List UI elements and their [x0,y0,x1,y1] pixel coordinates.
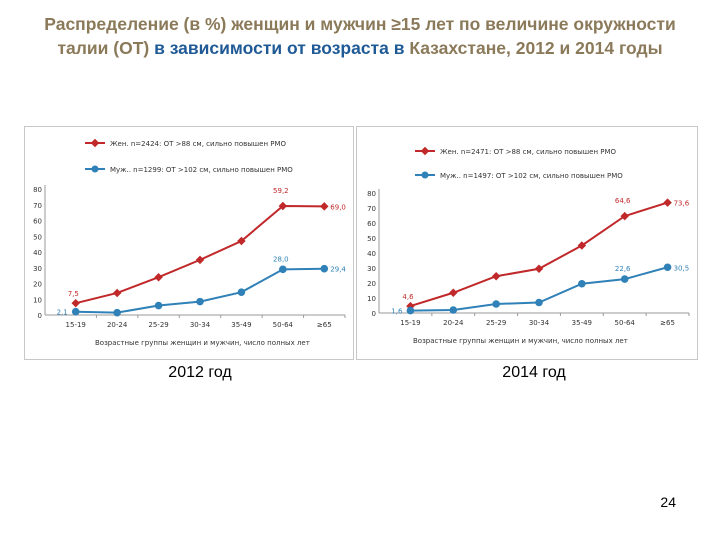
data-point [154,301,163,310]
y-tick-label: 70 [367,205,376,213]
x-tick-label: 20-24 [443,319,464,327]
data-point [320,264,329,273]
data-point [406,306,415,315]
data-label: 7,5 [68,290,79,298]
data-label: 69,0 [330,203,346,211]
y-tick-label: 0 [372,310,376,318]
chart-panel-2014: 0 10 20 30 40 50 60 70 80 15-19 20-24 25-29 30-34 35-… [356,126,698,360]
data-point [113,308,121,317]
y-tick-label: 40 [33,249,42,257]
data-point [449,288,458,297]
data-point [278,201,288,211]
legend-label: Жен. n=2424: ОТ >88 см, сильно повышен Р… [110,140,287,148]
title-text-highlight: в зависимости от возраста в [154,38,405,58]
data-point [578,279,586,288]
y-tick-label: 20 [33,281,42,289]
data-point [620,275,629,283]
legend-marker [91,165,99,173]
y-tick-label: 60 [367,220,376,228]
data-label: 73,6 [674,200,690,208]
series-line [75,267,325,314]
data-label: 59,2 [273,187,289,195]
x-tick-label: 35-49 [572,319,592,327]
title-text-1: Распределение (в %) женщин и мужчин ≥15 … [44,14,676,58]
chart-2012: 0 10 20 30 40 50 60 70 80 15-19 20-24 25-29 30-34 35-… [33,138,346,347]
data-point [154,272,163,282]
x-tick-label: 30-34 [190,321,211,329]
legend-marker [421,171,429,179]
y-tick-label: 60 [33,218,42,226]
data-label: 29,4 [330,266,346,274]
legend-label: Муж.. n=1299: ОТ >102 см, сильно повышен… [110,166,293,174]
x-tick-label: 25-29 [486,319,506,327]
data-point [534,264,544,273]
x-axis-label: Возрастные группы женщин и мужчин, число… [95,339,310,347]
x-tick-label: 50-64 [615,319,636,327]
x-tick-label: ≥65 [660,319,675,327]
legend-marker [420,146,430,156]
data-point [195,255,205,265]
y-tick-label: 30 [367,265,376,273]
data-point [535,298,543,307]
x-tick-label: 20-24 [107,321,128,329]
page-number: 24 [660,494,676,510]
data-label: 2,1 [57,309,68,317]
slide-title: Распределение (в %) женщин и мужчин ≥15 … [20,12,700,60]
y-tick-label: 10 [33,296,42,304]
legend-marker [90,138,100,148]
series-line [410,201,668,308]
y-tick-label: 40 [367,250,376,258]
data-label: 28,0 [273,255,289,263]
data-label: 22,6 [615,265,631,273]
data-point [320,202,329,211]
chart-panel-2012: 0 10 20 30 40 50 60 70 80 15-19 20-24 25-29 30-34 35-… [24,126,354,360]
data-label: 4,6 [402,293,414,301]
y-tick-label: 0 [38,312,42,320]
y-tick-label: 80 [367,190,376,198]
data-point [663,263,672,272]
legend-label: Жен. n=2471: ОТ >88 см, сильно повышен Р… [440,148,617,156]
data-point [491,272,501,281]
x-tick-label: 15-19 [66,321,86,329]
title-text-2: Казахстане, 2012 и 2014 годы [404,38,663,58]
x-tick-label: 35-49 [231,321,251,329]
data-point [577,241,587,250]
y-tick-label: 50 [33,233,42,241]
data-point [237,288,246,296]
y-tick-label: 70 [33,202,42,210]
data-point [279,265,287,274]
caption-2012: 2012 год [168,364,232,381]
y-tick-label: 80 [33,186,42,194]
data-point [71,298,80,308]
x-tick-label: 15-19 [400,319,420,327]
x-tick-label: 30-34 [529,319,550,327]
data-label: 30,5 [674,264,690,272]
x-tick-label: 25-29 [148,321,168,329]
y-tick-label: 30 [33,265,42,273]
x-tick-label: 50-64 [273,321,294,329]
x-tick-label: ≥65 [317,321,332,329]
data-label: 64,6 [615,197,631,205]
data-point [196,297,204,306]
y-tick-label: 50 [367,235,376,243]
data-point [112,288,122,298]
data-point [237,236,246,246]
legend-label: Муж.. n=1497: ОТ >102 см, сильно повышен… [440,172,623,180]
y-tick-label: 20 [367,280,376,288]
data-point [449,306,458,314]
data-point [492,300,500,308]
data-point [663,198,672,207]
caption-2014: 2014 год [502,364,566,381]
data-label: 1,6 [391,308,403,316]
y-tick-label: 10 [367,295,376,303]
chart-2014: 0 10 20 30 40 50 60 70 80 15-19 20-24 25-29 30-34 35-… [367,146,690,345]
data-point [71,307,80,316]
x-axis-label: Возрастные группы женщин и мужчин, число… [413,337,628,345]
